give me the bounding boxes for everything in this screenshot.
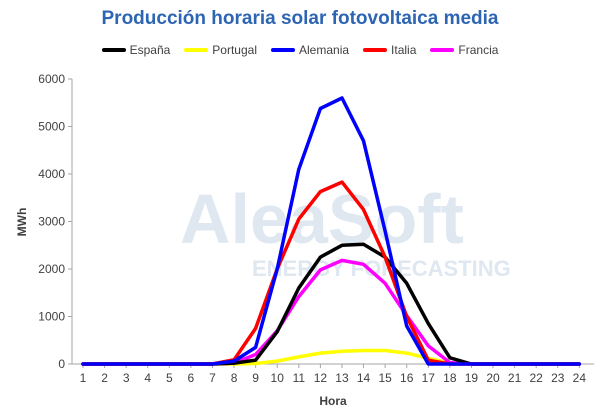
x-tick-label: 5 (166, 371, 173, 385)
y-axis-title: MWh (15, 208, 29, 237)
series-line-portugal (81, 348, 582, 366)
watermark-brand: AleaSoft (180, 180, 464, 258)
legend-swatch (101, 48, 126, 52)
y-tick-label: 1000 (38, 310, 65, 324)
x-tick-label: 1 (80, 371, 87, 385)
legend-swatch (430, 48, 455, 52)
x-tick-label: 13 (335, 371, 349, 385)
x-tick-label: 15 (378, 371, 392, 385)
legend-label: Portugal (212, 43, 257, 57)
x-tick-label: 3 (123, 371, 130, 385)
legend-swatch (184, 48, 209, 52)
x-tick-label: 9 (252, 371, 259, 385)
legend-label: España (129, 43, 171, 57)
y-tick-label: 5000 (38, 120, 65, 134)
aleasoft-watermark: AleaSoft ENERGY FORECASTING (180, 180, 511, 281)
chart-title: Producción horaria solar fotovoltaica me… (101, 8, 499, 29)
x-tick-label: 4 (144, 371, 151, 385)
x-tick-label: 12 (314, 371, 328, 385)
x-tick-label: 16 (400, 371, 414, 385)
x-tick-label: 18 (443, 371, 457, 385)
legend-swatch (363, 48, 388, 52)
x-tick-label: 11 (293, 371, 306, 385)
legend: España Portugal Alemania Italia Francia (0, 43, 600, 57)
legend-swatch (271, 48, 295, 52)
x-axis-title: Hora (319, 394, 347, 408)
y-tick-label: 2000 (38, 262, 65, 276)
x-tick-label: 2 (101, 371, 108, 385)
legend-item-italia: Italia (363, 43, 416, 57)
x-tick-label: 6 (188, 371, 195, 385)
y-tick-label: 4000 (38, 167, 65, 181)
x-tick-label: 14 (357, 371, 371, 385)
legend-label: Alemania (299, 43, 350, 57)
legend-item-portugal: Portugal (184, 43, 257, 57)
x-tick-label: 22 (530, 371, 544, 385)
x-tick-label: 21 (508, 371, 522, 385)
series-line-alemania (81, 96, 582, 366)
x-tick-label: 7 (209, 371, 216, 385)
x-tick-label: 23 (551, 371, 565, 385)
legend-label: Francia (458, 43, 499, 57)
y-tick-label: 0 (58, 357, 65, 371)
legend-label: Italia (391, 43, 417, 57)
x-tick-label: 17 (422, 371, 436, 385)
x-tick-label: 10 (271, 371, 285, 385)
legend-item-espana: España (101, 43, 171, 57)
x-tick-label: 24 (573, 371, 587, 385)
x-tick-label: 19 (465, 371, 479, 385)
x-tick-label: 20 (486, 371, 500, 385)
y-tick-label: 3000 (38, 215, 65, 229)
y-tick-label: 6000 (38, 72, 65, 86)
watermark-tagline: ENERGY FORECASTING (252, 256, 511, 281)
legend-item-alemania: Alemania (271, 43, 349, 57)
x-tick-label: 8 (231, 371, 238, 385)
legend-item-francia: Francia (430, 43, 498, 57)
